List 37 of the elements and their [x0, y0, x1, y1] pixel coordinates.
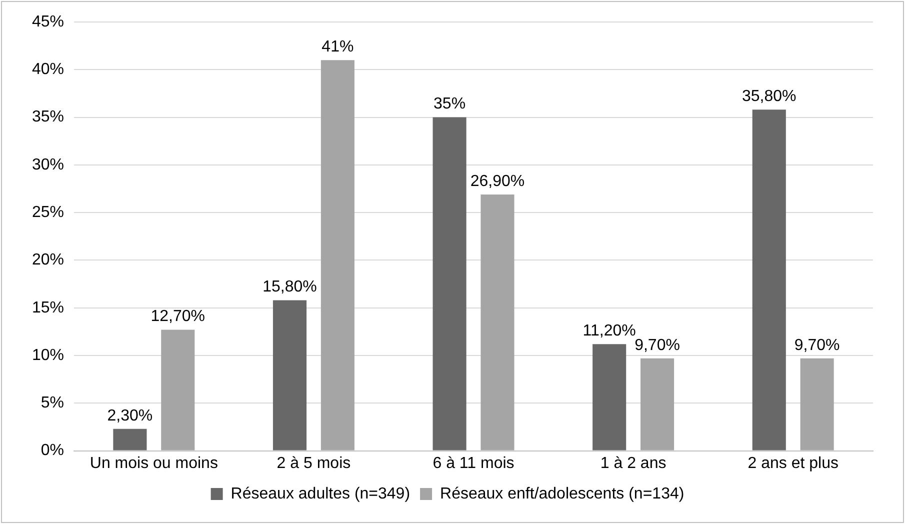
data-label: 26,90%	[470, 172, 525, 190]
x-tick-label: 2 à 5 mois	[276, 454, 351, 472]
bar	[592, 344, 626, 450]
y-tick-label: 35%	[32, 108, 64, 126]
bar	[640, 358, 674, 450]
x-tick-label: 1 à 2 ans	[600, 454, 666, 472]
bar	[480, 194, 514, 450]
data-label: 35,80%	[742, 88, 796, 106]
y-tick-label: 0%	[40, 442, 64, 460]
y-tick-label: 45%	[32, 13, 64, 30]
y-tick-label: 20%	[32, 252, 64, 269]
bar	[432, 117, 466, 450]
legend-label: Réseaux enft/adolescents (n=134)	[440, 485, 684, 502]
data-label: 41%	[322, 38, 354, 56]
y-tick-label: 10%	[32, 346, 64, 364]
data-label: 9,70%	[794, 336, 840, 354]
x-tick-label: Un mois ou moins	[90, 454, 218, 472]
data-label: 11,20%	[582, 322, 636, 340]
bar	[800, 358, 834, 450]
legend-label: Réseaux adultes (n=349)	[230, 485, 410, 502]
data-label: 12,70%	[150, 308, 206, 326]
y-tick-label: 30%	[32, 156, 64, 174]
y-tick-label: 5%	[40, 394, 64, 412]
y-tick-label: 25%	[32, 204, 64, 221]
x-tick-label: 6 à 11 mois	[432, 454, 514, 472]
y-tick-label: 15%	[32, 299, 64, 316]
bar	[320, 60, 354, 450]
data-label: 2,30%	[107, 407, 153, 424]
bar	[113, 428, 147, 450]
bar	[272, 300, 307, 450]
bar	[161, 330, 195, 450]
y-tick-label: 40%	[32, 61, 64, 78]
x-tick-label: 2 ans et plus	[748, 454, 838, 472]
data-label: 9,70%	[634, 336, 680, 354]
bar	[752, 110, 786, 450]
data-label: 15,80%	[262, 278, 317, 296]
data-label: 35%	[434, 96, 466, 113]
